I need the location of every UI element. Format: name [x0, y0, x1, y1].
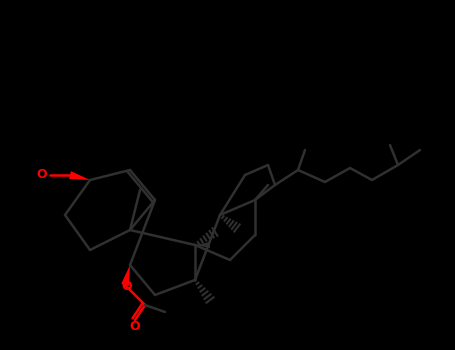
- Text: O: O: [121, 280, 132, 294]
- Polygon shape: [69, 171, 90, 180]
- Text: O: O: [37, 168, 47, 182]
- Polygon shape: [195, 242, 210, 248]
- Polygon shape: [121, 265, 130, 286]
- Text: O: O: [130, 320, 140, 332]
